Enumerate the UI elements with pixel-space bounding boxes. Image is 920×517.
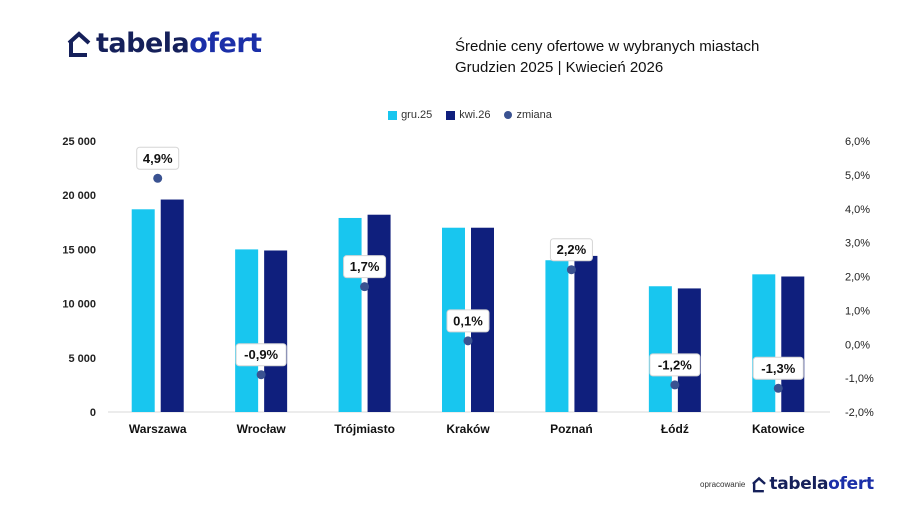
bar-kwi26-6 — [781, 276, 805, 412]
zmiana-point — [773, 383, 783, 393]
y-left-tick-label: 15 000 — [62, 244, 96, 256]
logo-text: tabelaofert — [96, 28, 262, 59]
data-label: 2,2% — [557, 242, 587, 257]
bar-gru25-0 — [131, 209, 155, 412]
data-label: -1,3% — [761, 361, 795, 376]
data-label: 0,1% — [453, 313, 483, 328]
x-tick-label: Poznań — [550, 422, 593, 436]
x-tick-label: Katowice — [752, 422, 805, 436]
y-right-tick-label: -1,0% — [845, 373, 874, 385]
x-tick-label: Łódź — [661, 422, 689, 436]
data-label: 1,7% — [350, 259, 380, 274]
legend-label-zmiana: zmiana — [516, 109, 552, 121]
house-icon — [67, 30, 91, 57]
data-label-box — [549, 238, 593, 262]
data-label: 4,9% — [143, 151, 173, 166]
x-tick-label: Wrocław — [237, 422, 287, 436]
data-label-box — [752, 356, 804, 380]
y-left-tick-label: 5 000 — [68, 353, 96, 365]
title-line-1: Średnie ceny ofertowe w wybranych miasta… — [455, 38, 760, 55]
data-label-box — [343, 255, 387, 279]
zmiana-point — [566, 265, 576, 275]
y-right-tick-label: 5,0% — [845, 170, 870, 182]
title-line-2: Grudzien 2025 | Kwiecień 2026 — [455, 59, 664, 76]
legend-label-gru25: gru.25 — [401, 109, 433, 121]
bar-gru25-5 — [648, 286, 672, 412]
zmiana-point — [463, 336, 473, 346]
y-right-tick-label: 2,0% — [845, 272, 870, 284]
data-label-box — [446, 309, 490, 333]
legend-swatch-kwi26 — [446, 110, 456, 120]
data-label-box — [136, 146, 180, 170]
y-right-tick-label: -2,0% — [845, 407, 874, 419]
legend-swatch-zmiana — [504, 111, 513, 119]
legend-item-zmiana: zmiana — [504, 109, 552, 121]
y-left-tick-label: 25 000 — [62, 136, 96, 148]
bar-gru25-4 — [545, 260, 569, 412]
chart-title: Średnie ceny ofertowe w wybranych miasta… — [455, 36, 759, 78]
zmiana-point — [360, 282, 370, 292]
y-right-tick-label: 3,0% — [845, 238, 870, 250]
bar-gru25-6 — [752, 274, 776, 412]
data-label: -1,2% — [658, 357, 692, 372]
legend: gru.25 kwi.26 zmiana — [0, 109, 920, 121]
data-label: -0,9% — [244, 347, 278, 362]
zmiana-point — [256, 370, 266, 380]
legend-item-gru25: gru.25 — [388, 109, 432, 121]
y-left-tick-label: 0 — [90, 407, 96, 419]
footer: opracowanie tabela ofert — [700, 474, 874, 494]
legend-item-kwi26: kwi.26 — [446, 109, 490, 121]
x-tick-label: Kraków — [446, 422, 490, 436]
legend-swatch-gru25 — [388, 110, 398, 120]
y-left-tick-label: 10 000 — [62, 299, 96, 311]
y-right-tick-label: 0,0% — [845, 339, 870, 351]
house-icon — [752, 476, 767, 492]
x-tick-label: Warszawa — [129, 422, 187, 436]
zmiana-point — [670, 380, 680, 390]
y-right-tick-label: 1,0% — [845, 305, 870, 317]
legend-label-kwi26: kwi.26 — [459, 109, 491, 121]
bar-kwi26-0 — [160, 199, 184, 412]
bar-gru25-2 — [338, 217, 362, 412]
data-label-box — [649, 353, 701, 377]
x-tick-label: Trójmiasto — [334, 422, 395, 436]
brand-logo: tabelaofert — [66, 28, 262, 59]
y-right-tick-label: 4,0% — [845, 204, 870, 216]
y-right-tick-label: 6,0% — [845, 136, 870, 148]
y-left-tick-label: 20 000 — [62, 190, 96, 202]
footer-logo: tabela ofert — [751, 474, 874, 494]
bar-gru25-1 — [235, 249, 259, 412]
footer-label: opracowanie — [700, 479, 746, 489]
bar-kwi26-2 — [367, 214, 391, 412]
data-label-box — [235, 343, 287, 367]
bar-kwi26-1 — [264, 250, 288, 412]
bar-kwi26-4 — [574, 255, 598, 412]
bar-kwi26-5 — [677, 288, 701, 412]
zmiana-point — [153, 173, 163, 183]
